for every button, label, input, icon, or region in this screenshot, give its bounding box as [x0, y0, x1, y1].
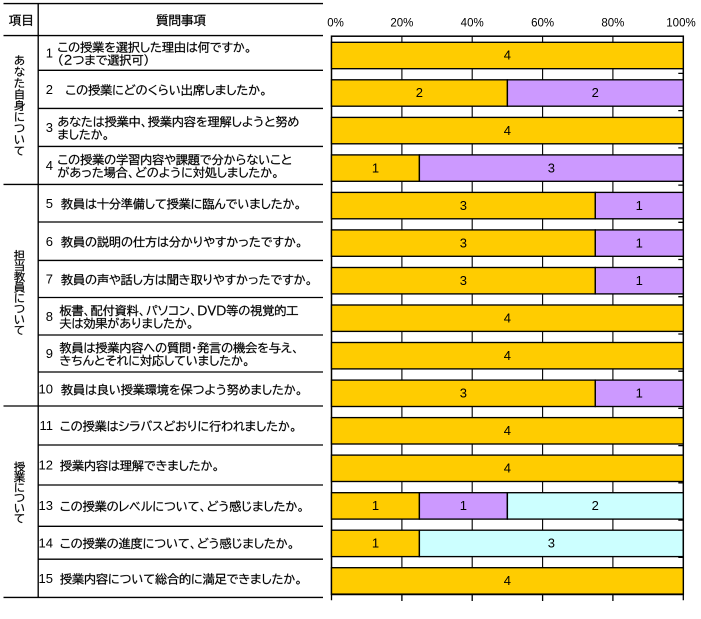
svg-text:1: 1	[636, 235, 643, 250]
svg-text:20%: 20%	[390, 17, 413, 29]
svg-text:3: 3	[460, 198, 467, 213]
svg-text:6: 6	[46, 234, 53, 249]
svg-text:4: 4	[504, 573, 511, 588]
svg-text:13: 13	[39, 498, 53, 513]
svg-text:1: 1	[46, 46, 53, 61]
svg-text:4: 4	[504, 348, 511, 363]
svg-text:10: 10	[39, 382, 53, 397]
svg-text:4: 4	[46, 158, 53, 173]
svg-text:3: 3	[460, 235, 467, 250]
svg-text:3: 3	[548, 160, 555, 175]
svg-text:2: 2	[592, 85, 599, 100]
svg-text:3: 3	[548, 536, 555, 551]
svg-text:7: 7	[46, 272, 53, 287]
svg-text:8: 8	[46, 309, 53, 324]
svg-text:40%: 40%	[461, 17, 484, 29]
svg-text:2: 2	[416, 85, 423, 100]
svg-text:1: 1	[636, 273, 643, 288]
svg-text:1: 1	[372, 536, 379, 551]
svg-text:5: 5	[46, 196, 53, 211]
svg-text:3: 3	[46, 120, 53, 135]
svg-text:14: 14	[39, 535, 53, 550]
svg-text:4: 4	[504, 423, 511, 438]
svg-text:1: 1	[636, 386, 643, 401]
svg-text:2: 2	[46, 82, 53, 97]
svg-text:4: 4	[504, 48, 511, 63]
svg-text:3: 3	[460, 273, 467, 288]
svg-text:1: 1	[460, 498, 467, 513]
svg-text:15: 15	[39, 571, 53, 586]
svg-text:12: 12	[39, 458, 53, 473]
svg-text:3: 3	[460, 386, 467, 401]
svg-text:9: 9	[46, 346, 53, 361]
svg-text:80%: 80%	[601, 17, 624, 29]
svg-text:100%: 100%	[666, 17, 695, 29]
svg-text:2: 2	[592, 498, 599, 513]
svg-text:1: 1	[636, 198, 643, 213]
svg-text:11: 11	[40, 418, 54, 433]
svg-text:1: 1	[372, 160, 379, 175]
svg-text:4: 4	[504, 310, 511, 325]
svg-text:0%: 0%	[327, 17, 344, 29]
svg-text:60%: 60%	[531, 17, 554, 29]
svg-text:1: 1	[372, 498, 379, 513]
svg-text:4: 4	[504, 123, 511, 138]
svg-text:4: 4	[504, 461, 511, 476]
